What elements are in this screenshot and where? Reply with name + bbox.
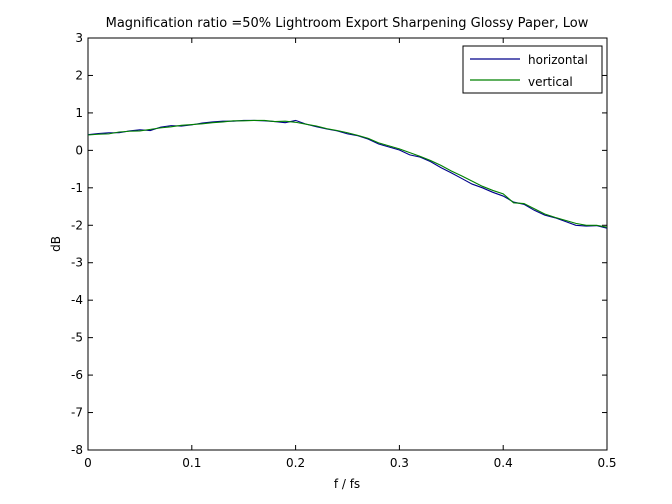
y-tick-label: -5 (71, 331, 83, 345)
y-tick-label: -8 (71, 443, 83, 457)
y-tick-label: -2 (71, 218, 83, 232)
y-axis-label: dB (49, 236, 63, 252)
y-tick-label: -6 (71, 368, 83, 382)
series-lines (87, 119, 608, 229)
y-tick-label: 3 (75, 31, 83, 45)
y-tick-label: -4 (71, 293, 83, 307)
chart-title: Magnification ratio =50% Lightroom Expor… (106, 16, 589, 31)
legend[interactable]: horizontal vertical (462, 45, 603, 94)
x-tick-label: 0.3 (390, 456, 409, 470)
x-tick-label: 0 (84, 456, 92, 470)
y-tick-label: 1 (75, 106, 83, 120)
x-tick-label: 0.5 (597, 456, 616, 470)
x-tick-label: 0.1 (182, 456, 201, 470)
x-axis-label: f / fs (334, 477, 360, 491)
legend-label-horizontal: horizontal (528, 53, 588, 67)
legend-box (462, 45, 603, 94)
y-tick-label: 2 (75, 68, 83, 82)
legend-label-vertical: vertical (528, 75, 573, 89)
y-tick-label: -1 (71, 181, 83, 195)
y-tick-label: -7 (71, 406, 83, 420)
x-tick-label: 0.2 (286, 456, 305, 470)
y-tick-label: -3 (71, 256, 83, 270)
axis-ticks: 0 0.1 0.2 0.3 0.4 0.5 3 2 1 0 -1 -2 -3 -4 -5 -6 -7 -8 (71, 31, 617, 470)
series-line-vertical (87, 119, 608, 228)
x-tick-label: 0.4 (494, 456, 513, 470)
plot-area (87, 37, 608, 451)
y-tick-label: 0 (75, 143, 83, 157)
